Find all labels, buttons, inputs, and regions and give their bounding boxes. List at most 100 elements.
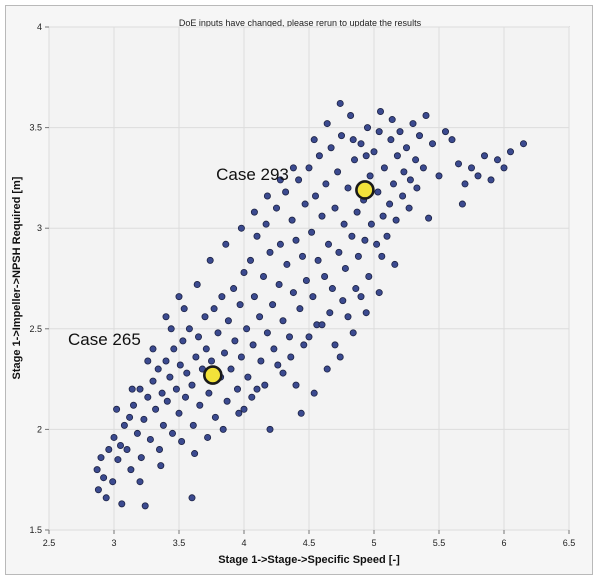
data-point <box>500 164 508 172</box>
data-point <box>295 176 303 184</box>
data-point <box>323 120 331 128</box>
data-point <box>298 252 306 260</box>
data-point <box>279 317 287 325</box>
data-point <box>302 277 310 285</box>
data-point <box>297 409 305 417</box>
data-point <box>210 305 218 313</box>
highlight-point <box>203 365 223 385</box>
data-point <box>192 353 200 361</box>
data-point <box>102 494 110 502</box>
data-point <box>309 293 317 301</box>
data-point <box>117 441 125 449</box>
data-point <box>262 220 270 228</box>
data-point <box>373 240 381 248</box>
data-point <box>172 385 180 393</box>
data-point <box>243 325 251 333</box>
data-point <box>126 413 134 421</box>
data-point <box>383 232 391 240</box>
data-point <box>276 240 284 248</box>
y-tick-label: 3 <box>37 223 42 233</box>
data-point <box>181 393 189 401</box>
data-point <box>301 200 309 208</box>
x-tick-label: 3 <box>111 538 116 548</box>
data-point <box>337 132 345 140</box>
data-point <box>137 454 145 462</box>
data-point <box>93 466 101 474</box>
x-axis-ticks: 2.5 3 3.5 4 4.5 5 5.5 6 6.5 <box>43 530 576 548</box>
data-point <box>179 337 187 345</box>
data-point <box>206 256 214 264</box>
data-point <box>413 184 421 192</box>
data-point <box>157 462 165 470</box>
data-point <box>292 381 300 389</box>
data-point <box>205 389 213 397</box>
data-point <box>185 325 193 333</box>
x-tick-label: 4.5 <box>303 538 316 548</box>
rerun-banner: DoE inputs have changed, please rerun to… <box>178 18 422 28</box>
data-point <box>285 333 293 341</box>
highlight-label: Case 293 <box>216 165 289 184</box>
data-point <box>362 152 370 160</box>
data-point <box>415 132 423 140</box>
data-points <box>93 99 528 510</box>
data-point <box>249 341 257 349</box>
data-point <box>341 264 349 272</box>
data-point <box>259 272 267 280</box>
data-point <box>114 456 122 464</box>
data-point <box>375 128 383 136</box>
x-tick-label: 6.5 <box>563 538 576 548</box>
data-point <box>396 128 404 136</box>
data-point <box>357 293 365 301</box>
data-point <box>175 409 183 417</box>
data-point <box>349 136 357 144</box>
data-point <box>344 313 352 321</box>
data-point <box>100 474 108 482</box>
data-point <box>308 228 316 236</box>
data-point <box>480 152 488 160</box>
data-point <box>194 333 202 341</box>
x-tick-label: 6 <box>501 538 506 548</box>
data-point <box>227 365 235 373</box>
data-point <box>339 297 347 305</box>
data-point <box>288 216 296 224</box>
data-point <box>168 429 176 437</box>
data-point <box>275 281 283 289</box>
data-point <box>336 353 344 361</box>
x-tick-label: 5 <box>371 538 376 548</box>
data-point <box>237 224 245 232</box>
data-point <box>136 385 144 393</box>
data-point <box>353 208 361 216</box>
data-point <box>120 421 128 429</box>
data-point <box>223 397 231 405</box>
y-tick-label: 4 <box>37 22 42 32</box>
data-point <box>352 285 360 293</box>
x-tick-label: 5.5 <box>433 538 446 548</box>
data-point <box>162 357 170 365</box>
data-point <box>393 152 401 160</box>
data-point <box>219 425 227 433</box>
data-point <box>340 220 348 228</box>
data-point <box>270 345 278 353</box>
data-point <box>326 309 334 317</box>
data-point <box>244 373 252 381</box>
data-point <box>361 236 369 244</box>
data-point <box>191 450 199 458</box>
data-point <box>250 293 258 301</box>
data-point <box>282 188 290 196</box>
data-point <box>246 256 254 264</box>
data-point <box>204 433 212 441</box>
data-point <box>155 446 163 454</box>
data-point <box>520 140 528 148</box>
data-point <box>315 152 323 160</box>
data-point <box>263 329 271 337</box>
data-point <box>399 192 407 200</box>
data-point <box>159 421 167 429</box>
data-point <box>391 260 399 268</box>
data-point <box>380 164 388 172</box>
data-point <box>207 357 215 365</box>
data-point <box>118 500 126 508</box>
data-point <box>310 389 318 397</box>
data-point <box>180 305 188 313</box>
data-point <box>331 204 339 212</box>
